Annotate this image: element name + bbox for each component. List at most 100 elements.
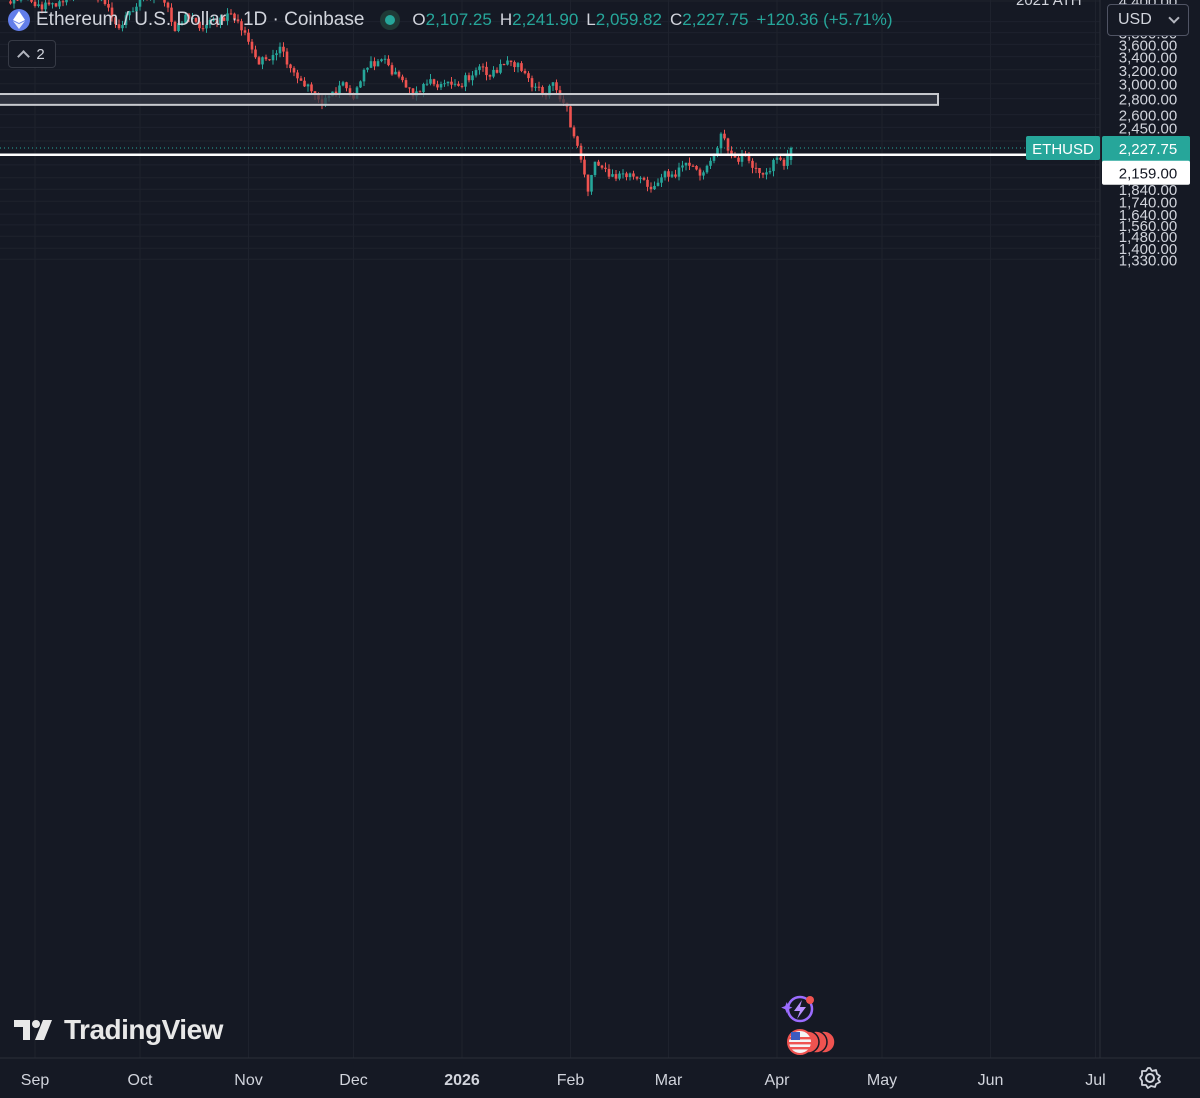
time-tick-label: 2026 [444,1072,480,1089]
candle-body [443,83,446,85]
candle-body [243,30,247,33]
candle-body [604,167,607,169]
candle-body [383,58,387,60]
price-tick-label: 2,600.00 [1119,108,1177,125]
candle-body [187,14,191,19]
candle-body [583,159,586,175]
level-price-tag[interactable] [1102,160,1190,185]
sparkle-lightning-icon[interactable] [781,995,814,1023]
candle-body [474,70,478,76]
candle-body [380,59,383,62]
tradingview-logo[interactable]: TradingView [14,1014,223,1046]
candle-body [758,168,761,174]
candle-body [698,169,702,176]
candle-body [369,61,373,68]
candle-body [471,75,474,81]
candle-body [285,51,289,65]
candle-body [355,87,359,99]
symbol-title[interactable]: Ethereum / U.S. Dollar · 1D · Coinbase [36,9,365,30]
candle-body [12,0,16,4]
candle-body [495,69,499,73]
time-tick-label: Apr [765,1072,791,1089]
candle-body [397,71,401,77]
candle-body [292,68,296,73]
candle-body [247,32,250,42]
candle-body [600,165,604,168]
candle-body [359,81,362,88]
candle-body [264,57,268,60]
event-markers[interactable] [780,994,840,1058]
price-axis[interactable]: 4,400.004,000.003,800.003,600.003,400.00… [1026,0,1190,269]
candle-body [432,79,436,85]
candle-body [348,88,352,94]
candle-body [751,160,754,168]
time-tick-label: Feb [557,1072,585,1089]
indicators-count: 2 [36,45,45,63]
candle-body [222,17,226,21]
candle-body [579,145,583,160]
candle-body [376,61,380,67]
candle-body [121,25,124,29]
candle-body [625,173,628,178]
gear-icon[interactable] [1138,1066,1162,1090]
candle-body [184,14,187,23]
candle-body [765,172,768,175]
candle-body [576,136,579,146]
candle-body [401,76,404,81]
ethereum-icon[interactable] [8,9,30,31]
candle-body [166,2,170,8]
candle-body [51,3,54,5]
price-tick-label: 3,400.00 [1119,50,1177,67]
candle-body [464,75,467,87]
candle-body [719,133,723,149]
candle-body [254,49,257,58]
candle-body [740,155,744,162]
candle-body [250,41,254,50]
candle-body [653,185,656,190]
resistance-zone[interactable] [0,93,939,106]
candle-body [467,75,471,81]
candle-body [208,19,212,25]
price-tick-label: 1,740.00 [1119,194,1177,211]
candle-body [47,2,51,5]
candle-body [170,7,173,22]
candle-body [226,13,229,21]
currency-select[interactable]: USD [1107,4,1189,36]
candle-body [240,21,243,31]
indicators-toggle[interactable]: 2 [8,40,56,68]
candle-body [705,165,709,173]
us-flag-event-icon[interactable] [787,1029,836,1055]
candle-body [289,64,292,69]
price-tick-label: 2,800.00 [1119,92,1177,109]
candle-body [520,63,523,71]
chevron-up-icon [17,49,31,63]
time-axis[interactable]: Sep Oct Nov Dec 2026 Feb Mar Apr May Jun Jul [21,1072,1106,1089]
candle-body [58,1,61,7]
price-tick-label: 1,480.00 [1119,229,1177,246]
candle-body [429,79,432,84]
candle-body [61,1,65,3]
candle-body [373,61,376,67]
candle-body [639,177,642,179]
candle-body [534,86,537,88]
candle-body [775,157,779,160]
price-tick-label: 1,400.00 [1119,241,1177,258]
drawing-overlays[interactable] [0,93,1100,156]
candle-body [33,1,37,6]
candle-body [733,155,737,158]
candle-body [310,84,313,92]
candle-body [163,0,166,3]
candle-body [103,0,107,5]
candle-body [499,64,502,73]
market-open-dot-icon[interactable] [380,10,401,30]
candle-body [488,75,492,77]
chevron-down-icon [1168,12,1180,24]
candle-body [180,22,184,24]
candle-body [282,46,285,52]
candle-body [754,167,758,169]
candle-body [261,57,264,65]
candle-body [516,63,520,68]
symbol-tag[interactable] [1026,135,1100,160]
candle-body [782,159,786,166]
